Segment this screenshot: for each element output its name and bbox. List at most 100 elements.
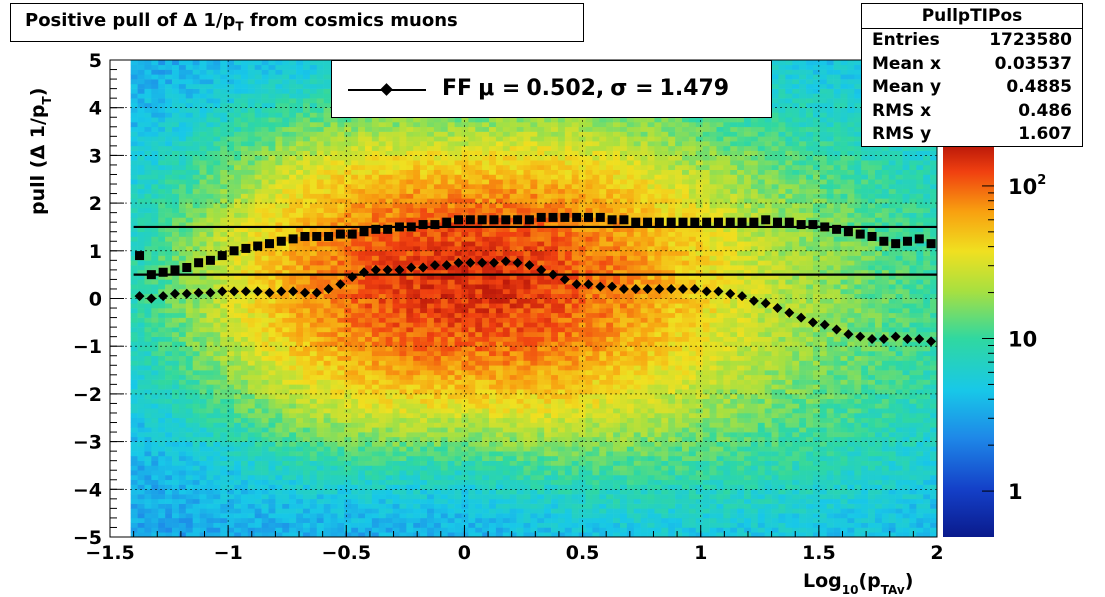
heatmap-cell xyxy=(364,389,373,395)
heatmap-cell xyxy=(130,412,138,419)
heatmap-cell xyxy=(316,212,324,218)
heatmap-cell xyxy=(289,470,297,476)
heatmap-cell xyxy=(213,64,221,70)
heatmap-cell xyxy=(420,517,428,523)
heatmap-cell xyxy=(406,179,414,185)
heatmap-cell xyxy=(309,422,318,428)
heatmap-cell xyxy=(364,465,373,471)
heatmap-cell xyxy=(247,446,256,452)
heatmap-cell xyxy=(406,370,414,376)
heatmap-cell xyxy=(413,246,421,252)
heatmap-cell xyxy=(447,255,455,261)
heatmap-cell xyxy=(268,370,276,376)
heatmap-cell xyxy=(275,374,283,380)
heatmap-cell xyxy=(406,198,414,204)
heatmap-cell xyxy=(185,389,193,395)
heatmap-cell xyxy=(427,479,435,485)
heatmap-cell xyxy=(413,164,421,171)
heatmap-cell xyxy=(158,231,166,237)
heatmap-cell xyxy=(165,494,173,500)
heatmap-cell xyxy=(268,98,276,104)
heatmap-cell xyxy=(178,303,187,309)
heatmap-cell xyxy=(185,350,193,357)
heatmap-cell xyxy=(282,231,290,237)
heatmap-cell xyxy=(440,312,448,318)
heatmap-cell xyxy=(165,408,173,414)
heatmap-cell xyxy=(427,494,435,500)
heatmap-cell xyxy=(130,174,138,180)
heatmap-cell xyxy=(323,465,331,471)
heatmap-cell xyxy=(234,393,242,399)
heatmap-cell xyxy=(213,74,221,80)
heatmap-cell xyxy=(185,250,193,256)
heatmap-cell xyxy=(330,141,338,147)
heatmap-cell xyxy=(185,150,193,156)
heatmap-cell xyxy=(192,198,200,204)
heatmap-cell xyxy=(289,331,297,337)
heatmap-cell xyxy=(137,446,145,452)
heatmap-cell xyxy=(165,379,173,385)
heatmap-cell xyxy=(206,274,214,280)
heatmap-cell xyxy=(275,494,283,500)
heatmap-cell xyxy=(144,312,152,318)
heatmap-cell xyxy=(344,451,352,457)
heatmap-cell xyxy=(330,160,338,166)
heatmap-cell xyxy=(296,308,304,314)
heatmap-cell xyxy=(206,169,214,175)
heatmap-cell xyxy=(261,317,269,323)
heatmap-cell xyxy=(185,279,193,285)
heatmap-cell xyxy=(399,370,407,376)
heatmap-cell xyxy=(351,441,359,447)
heatmap-cell xyxy=(385,250,393,256)
heatmap-cell xyxy=(213,145,221,151)
heatmap-cell xyxy=(282,83,290,89)
heatmap-cell xyxy=(399,145,407,151)
heatmap-cell xyxy=(151,69,159,75)
heatmap-cell xyxy=(302,412,311,419)
heatmap-cell xyxy=(130,451,138,457)
heatmap-cell xyxy=(151,141,159,147)
heatmap-cell xyxy=(192,374,200,380)
heatmap-cell xyxy=(302,117,311,123)
heatmap-cell xyxy=(371,207,380,213)
heatmap-cell xyxy=(144,336,152,342)
heatmap-cell xyxy=(227,484,235,490)
heatmap-cell xyxy=(454,222,462,228)
heatmap-cell xyxy=(413,527,421,533)
heatmap-cell xyxy=(461,370,469,376)
heatmap-cell xyxy=(351,293,359,299)
heatmap-cell xyxy=(137,527,145,533)
heatmap-cell xyxy=(261,188,269,194)
heatmap-cell xyxy=(213,102,221,108)
heatmap-cell xyxy=(433,207,442,213)
heatmap-cell xyxy=(282,508,290,514)
heatmap-cell xyxy=(447,517,455,523)
heatmap-cell xyxy=(220,136,228,142)
heatmap-cell xyxy=(165,465,173,471)
heatmap-cell xyxy=(144,79,152,85)
heatmap-cell xyxy=(302,341,311,347)
heatmap-cell xyxy=(447,355,455,361)
heatmap-cell xyxy=(199,60,207,66)
heatmap-cell xyxy=(440,513,448,519)
heatmap-cell xyxy=(296,288,304,295)
heatmap-cell xyxy=(172,150,180,156)
heatmap-cell xyxy=(461,236,469,242)
heatmap-cell xyxy=(296,503,304,509)
heatmap-cell xyxy=(234,260,242,266)
heatmap-cell xyxy=(275,427,283,433)
heatmap-cell xyxy=(392,293,400,299)
heatmap-cell xyxy=(247,312,256,318)
heatmap-cell xyxy=(344,350,352,357)
heatmap-cell xyxy=(234,398,242,404)
heatmap-cell xyxy=(447,370,455,376)
heatmap-cell xyxy=(371,355,380,361)
heatmap-cell xyxy=(130,203,138,209)
heatmap-cell xyxy=(330,422,338,428)
heatmap-cell xyxy=(185,126,193,132)
heatmap-cell xyxy=(206,374,214,380)
heatmap-cell xyxy=(385,317,393,323)
heatmap-cell xyxy=(234,169,242,175)
heatmap-cell xyxy=(254,193,262,199)
heatmap-cell xyxy=(302,432,311,438)
